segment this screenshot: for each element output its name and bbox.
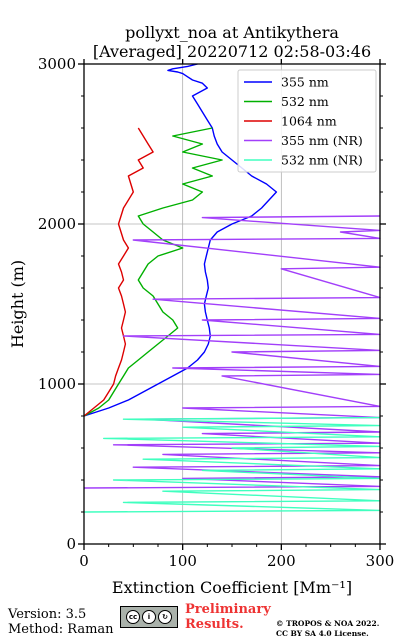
method-text: Method: Raman — [8, 622, 114, 637]
x-tick-label: 0 — [79, 552, 89, 570]
series-line-2 — [83, 127, 223, 417]
preliminary-line2: Results. — [185, 617, 244, 632]
y-tick-label: 0 — [66, 535, 76, 553]
copyright-line2: CC BY SA 4.0 License. — [276, 629, 369, 638]
sa-symbol-icon: ↻ — [158, 610, 172, 624]
x-tick-label: 300 — [366, 552, 395, 570]
legend-label: 355 nm — [281, 75, 329, 90]
series-layer — [83, 63, 381, 513]
x-axis-label: Extinction Coefficient [Mm⁻¹] — [112, 578, 352, 597]
series-line-5 — [83, 416, 381, 513]
x-tick-label: 100 — [168, 552, 197, 570]
legend-label: 532 nm (NR) — [281, 153, 363, 168]
copyright-note: © TROPOS & NOA 2022. CC BY SA 4.0 Licens… — [276, 619, 379, 639]
legend-label: 1064 nm — [281, 114, 337, 129]
cc-symbol-icon: cc — [126, 610, 140, 624]
chart-title-line1: pollyxt_noa at Antikythera — [125, 23, 339, 42]
legend-items: 355 nm 532 nm 1064 nm 355 nm (NR) 532 nm (NR… — [244, 75, 363, 168]
series-line-3 — [83, 127, 154, 417]
chart-title-line2: [Averaged] 20220712 02:58-03:46 — [93, 42, 371, 61]
legend-box — [237, 69, 377, 173]
y-tick-label: 1000 — [38, 375, 76, 393]
series-line-4 — [83, 215, 381, 489]
copyright-line1: © TROPOS & NOA 2022. — [276, 619, 380, 628]
legend-label: 355 nm (NR) — [281, 133, 363, 148]
legend: 355 nm 532 nm 1064 nm 355 nm (NR) 532 nm (NR… — [237, 69, 377, 173]
preliminary-line1: Preliminary — [185, 602, 271, 617]
preliminary-results-note: Preliminary Results. — [185, 602, 271, 632]
x-tick-label: 200 — [267, 552, 296, 570]
y-tick-label: 2000 — [38, 215, 76, 233]
cc-by-sa-icon: cc i ↻ — [120, 606, 178, 628]
by-symbol-icon: i — [142, 610, 156, 624]
y-tick-label: 3000 — [38, 55, 76, 73]
extinction-profile-chart: pollyxt_noa at Antikythera [Averaged] 20… — [8, 23, 395, 597]
y-axis-label: Height (m) — [8, 260, 27, 348]
version-text: Version: 3.5 — [8, 607, 87, 622]
legend-label: 532 nm — [281, 94, 329, 109]
